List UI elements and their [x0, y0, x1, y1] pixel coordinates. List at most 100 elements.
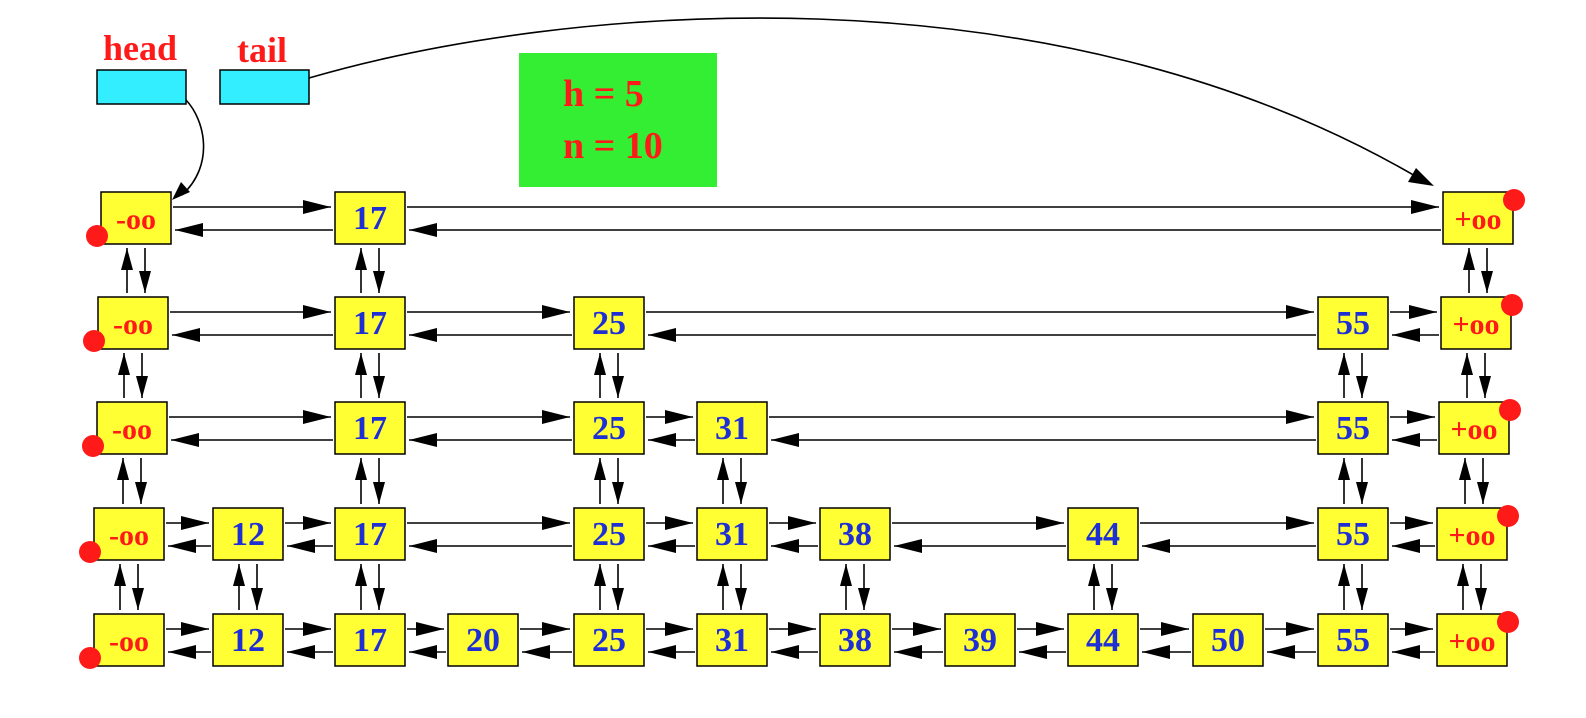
node-box	[334, 191, 406, 245]
node-key: -oo	[116, 203, 156, 236]
skip-list-node: 17	[334, 296, 406, 350]
vertical-link-pair	[717, 564, 747, 610]
up-arrowhead	[594, 458, 606, 480]
next-arrowhead	[303, 516, 331, 530]
neg-infinity-node: -oo	[79, 507, 165, 563]
node-box	[573, 507, 645, 561]
horizontal-link-pair	[407, 305, 572, 342]
pos-infinity-node: +oo	[1436, 611, 1519, 667]
vertical-link-pair	[355, 353, 385, 398]
skip-list-node: 44	[1067, 613, 1139, 667]
node-box	[334, 296, 406, 350]
node-key: 25	[592, 516, 626, 553]
down-arrowhead	[139, 271, 151, 293]
node-key: 17	[353, 410, 387, 447]
up-arrowhead	[1459, 458, 1471, 480]
up-arrowhead	[1338, 458, 1350, 480]
next-arrowhead	[665, 622, 693, 636]
skip-list-node: 31	[696, 401, 768, 455]
node-key: -oo	[113, 308, 153, 341]
prev-arrowhead	[771, 539, 799, 553]
next-arrowhead	[416, 622, 444, 636]
down-arrowhead	[1479, 376, 1491, 398]
skip-list-node: 55	[1317, 401, 1389, 455]
horizontal-link-pair	[646, 622, 695, 659]
node-box	[696, 401, 768, 455]
skip-list-node: 12	[212, 613, 284, 667]
horizontal-link-pair	[892, 516, 1066, 553]
prev-arrowhead	[648, 433, 676, 447]
pos-infinity-node: +oo	[1440, 294, 1523, 350]
prev-arrowhead	[771, 645, 799, 659]
node-box	[97, 296, 169, 350]
neg-infinity-node: -oo	[82, 401, 168, 457]
vertical-link-pair	[355, 564, 385, 610]
next-arrowhead	[665, 410, 693, 424]
next-arrowhead	[1286, 622, 1314, 636]
node-box	[93, 507, 165, 561]
up-arrowhead	[121, 248, 133, 270]
next-arrowhead	[1407, 410, 1435, 424]
node-key: 44	[1086, 622, 1120, 659]
vertical-link-pair	[114, 564, 144, 610]
node-box	[334, 507, 406, 561]
node-key: 31	[715, 516, 749, 553]
node-key: 20	[466, 622, 500, 659]
vertical-link-pair	[594, 353, 624, 398]
node-key: 17	[353, 305, 387, 342]
node-key: 25	[592, 622, 626, 659]
next-arrowhead	[1286, 305, 1314, 319]
prev-arrowhead	[409, 328, 437, 342]
node-box	[944, 613, 1016, 667]
up-arrowhead	[594, 564, 606, 586]
up-arrowhead	[118, 353, 130, 375]
down-arrowhead	[1356, 482, 1368, 504]
down-arrowhead	[1477, 482, 1489, 504]
prev-arrowhead	[168, 539, 196, 553]
prev-arrowhead	[287, 645, 315, 659]
prev-arrowhead	[1392, 645, 1420, 659]
down-arrowhead	[858, 588, 870, 610]
node-key: -oo	[112, 413, 152, 446]
node-key: -oo	[109, 625, 149, 658]
node-box	[819, 613, 891, 667]
skip-list-node: 25	[573, 296, 645, 350]
up-arrowhead	[1338, 353, 1350, 375]
tail-pointer-cell	[219, 69, 310, 105]
node-box	[1436, 613, 1508, 667]
prev-arrowhead	[648, 645, 676, 659]
down-arrowhead	[735, 588, 747, 610]
down-arrowhead	[373, 271, 385, 293]
head-pointer-cell	[96, 69, 187, 105]
node-box	[1317, 507, 1389, 561]
null-marker	[1499, 399, 1521, 421]
horizontal-link-pair	[166, 622, 211, 659]
pos-infinity-node: +oo	[1438, 399, 1521, 455]
down-arrowhead	[1481, 271, 1493, 293]
prev-arrowhead	[409, 539, 437, 553]
skip-list-node: 31	[696, 613, 768, 667]
horizontal-link-pair	[407, 410, 572, 447]
node-box	[1442, 191, 1514, 245]
node-box	[1067, 507, 1139, 561]
horizontal-link-pair	[1140, 516, 1316, 553]
prev-arrowhead	[1142, 645, 1170, 659]
up-arrowhead	[594, 353, 606, 375]
node-key: 55	[1336, 410, 1370, 447]
node-box	[1317, 401, 1389, 455]
down-arrowhead	[135, 482, 147, 504]
horizontal-link-pair	[769, 622, 818, 659]
horizontal-link-pair	[407, 200, 1441, 237]
next-arrowhead	[542, 410, 570, 424]
node-box	[100, 191, 172, 245]
down-arrowhead	[1106, 588, 1118, 610]
next-arrowhead	[1036, 622, 1064, 636]
prev-arrowhead	[1267, 645, 1295, 659]
down-arrowhead	[251, 588, 263, 610]
up-arrowhead	[355, 353, 367, 375]
node-box	[573, 613, 645, 667]
node-box	[1192, 613, 1264, 667]
next-arrowhead	[1286, 410, 1314, 424]
count-text: n = 10	[563, 125, 663, 167]
